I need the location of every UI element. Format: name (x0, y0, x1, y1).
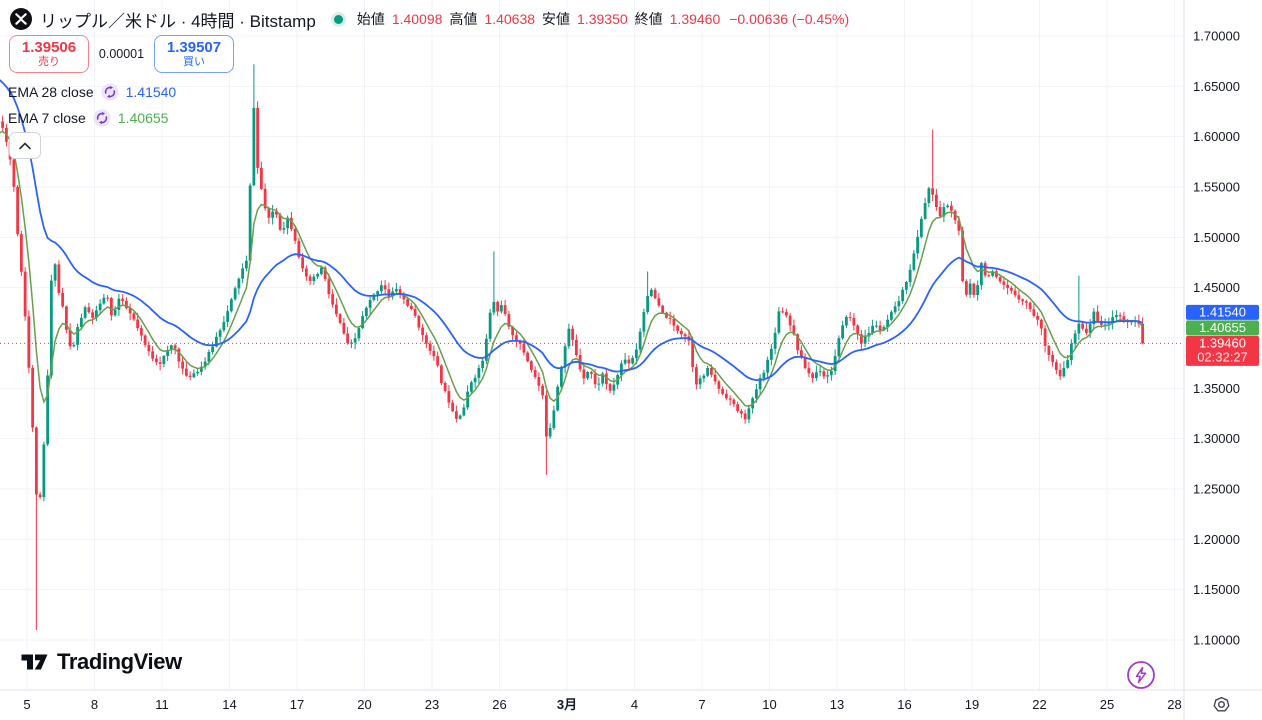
svg-text:7: 7 (698, 697, 705, 712)
symbol-header: リップル／米ドル · 4時間 · Bitstamp 始値 1.40098 高値 1.… (10, 7, 849, 31)
svg-text:13: 13 (830, 697, 844, 712)
time-axis-labels: 5 8 11 14 17 20 23 26 3月 4 7 10 13 16 19 22 25 28 (23, 697, 1181, 712)
low-value: 1.39350 (577, 11, 628, 27)
tradingview-mark-icon (21, 654, 48, 669)
buy-label: 買い (183, 56, 205, 69)
sell-label: 売り (38, 56, 60, 69)
svg-text:1.39460: 1.39460 (1199, 335, 1246, 350)
time-axis[interactable] (0, 690, 1183, 720)
brand-text: TradingView (57, 649, 182, 674)
axis-settings-button[interactable] (1209, 693, 1234, 716)
svg-text:02:32:27: 02:32:27 (1197, 349, 1248, 364)
indicator-row-ema28[interactable]: EMA 28 close 1.41540 (8, 81, 176, 102)
candles-layer (0, 64, 1145, 630)
svg-text:3月: 3月 (557, 697, 577, 712)
svg-text:1.25000: 1.25000 (1193, 482, 1240, 497)
svg-text:26: 26 (492, 697, 506, 712)
indicator-legend: EMA 28 close 1.41540 EMA 7 close 1.40655 (8, 81, 176, 133)
spread-value: 0.00001 (98, 47, 145, 61)
svg-text:1.60000: 1.60000 (1193, 129, 1240, 144)
gear-icon (1213, 696, 1230, 711)
svg-text:14: 14 (222, 697, 236, 712)
svg-text:17: 17 (290, 697, 304, 712)
svg-text:5: 5 (23, 697, 30, 712)
svg-text:1.40655: 1.40655 (1199, 320, 1246, 335)
sell-button[interactable]: 1.39506 売り (9, 35, 89, 73)
close-label: 終値 (634, 11, 663, 27)
sell-price: 1.39506 (21, 38, 77, 56)
price-axis-labels: 1.70000 1.65000 1.60000 1.55000 1.50000 1.450… (1193, 29, 1240, 648)
svg-text:16: 16 (897, 697, 911, 712)
grid-layer (0, 0, 1183, 690)
svg-text:1.30000: 1.30000 (1193, 431, 1240, 446)
svg-text:1.50000: 1.50000 (1193, 230, 1240, 245)
svg-text:1.35000: 1.35000 (1193, 381, 1240, 396)
buy-price: 1.39507 (166, 38, 222, 56)
tradingview-logo[interactable]: TradingView (20, 649, 182, 675)
svg-text:1.70000: 1.70000 (1193, 29, 1240, 44)
ema-28-line (0, 79, 1143, 382)
svg-text:1.20000: 1.20000 (1193, 532, 1240, 547)
ema-7-line (0, 130, 1144, 408)
symbol-title[interactable]: リップル／米ドル · 4時間 · Bitstamp (40, 11, 316, 31)
open-label: 始値 (356, 11, 385, 27)
low-label: 安値 (542, 11, 571, 27)
quick-trade-button[interactable] (1126, 660, 1156, 690)
svg-text:11: 11 (155, 697, 169, 712)
buy-button[interactable]: 1.39507 買い (154, 35, 234, 73)
price-badge (1186, 320, 1259, 336)
svg-text:1.65000: 1.65000 (1193, 79, 1240, 94)
refresh-icon (101, 82, 119, 101)
close-value: 1.39460 (669, 11, 721, 27)
indicator-value: 1.41540 (125, 83, 177, 100)
svg-text:4: 4 (631, 697, 638, 712)
change-value: −0.00636 (−0.45%) (729, 11, 850, 27)
svg-text:10: 10 (762, 697, 776, 712)
high-label: 高値 (449, 11, 478, 27)
xrp-logo-icon (10, 8, 32, 30)
refresh-icon (93, 108, 111, 127)
svg-text:1.55000: 1.55000 (1193, 180, 1240, 195)
ohlc-row: 始値 1.40098 高値 1.40638 安値 1.39350 終値 1.39460 … (357, 9, 849, 29)
svg-text:1.15000: 1.15000 (1193, 582, 1240, 597)
high-value: 1.40638 (484, 11, 536, 27)
indicator-value: 1.40655 (117, 109, 169, 126)
indicator-label: EMA 7 close (8, 109, 86, 126)
price-axis[interactable] (1184, 0, 1262, 690)
svg-text:25: 25 (1100, 697, 1114, 712)
svg-text:20: 20 (357, 697, 371, 712)
svg-text:1.45000: 1.45000 (1193, 280, 1240, 295)
indicator-label: EMA 28 close (8, 83, 94, 100)
svg-text:1.41540: 1.41540 (1199, 304, 1246, 319)
legend-collapse-button[interactable] (9, 132, 41, 159)
svg-text:23: 23 (425, 697, 439, 712)
svg-text:28: 28 (1167, 697, 1181, 712)
svg-text:1.10000: 1.10000 (1193, 633, 1240, 648)
trade-panel: 1.39506 売り 0.00001 1.39507 買い (9, 35, 234, 73)
price-badge (1186, 335, 1259, 366)
svg-text:8: 8 (91, 697, 98, 712)
svg-text:22: 22 (1032, 697, 1046, 712)
open-value: 1.40098 (391, 11, 443, 27)
market-status-icon (333, 14, 343, 24)
lightning-bolt-icon (1127, 661, 1155, 689)
chevron-up-icon (19, 142, 31, 149)
price-badge (1186, 304, 1259, 320)
svg-text:19: 19 (965, 697, 979, 712)
indicator-row-ema7[interactable]: EMA 7 close 1.40655 (8, 107, 176, 128)
